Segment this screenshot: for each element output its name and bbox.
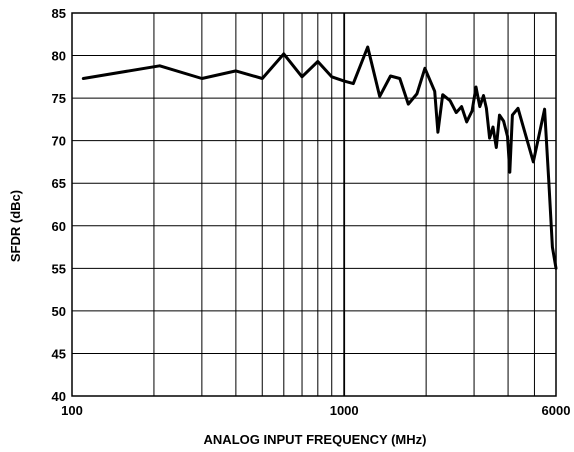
plot-frame	[71, 12, 557, 397]
x-tick-label: 6000	[542, 403, 571, 418]
y-tick-label: 45	[52, 346, 66, 361]
y-tick-label: 70	[52, 134, 66, 149]
sfdr-series-line	[81, 45, 558, 270]
y-tick-label: 40	[52, 389, 66, 404]
x-tick-labels: 100 1000 6000	[61, 403, 570, 418]
x-axis-label: ANALOG INPUT FREQUENCY (MHz)	[204, 432, 427, 447]
y-tick-label: 60	[52, 219, 66, 234]
y-tick-label: 75	[52, 91, 66, 106]
y-tick-label: 65	[52, 176, 66, 191]
y-tick-label: 55	[52, 261, 66, 276]
y-tick-label: 50	[52, 304, 66, 319]
y-tick-labels: 40 45 50 55 60 65 70 75 80 85	[52, 6, 66, 404]
y-tick-label: 85	[52, 6, 66, 21]
y-tick-label: 80	[52, 49, 66, 64]
x-tick-label: 100	[61, 403, 83, 418]
grid	[72, 13, 556, 396]
y-axis-label: SFDR (dBc)	[8, 190, 23, 262]
x-tick-label: 1000	[330, 403, 359, 418]
